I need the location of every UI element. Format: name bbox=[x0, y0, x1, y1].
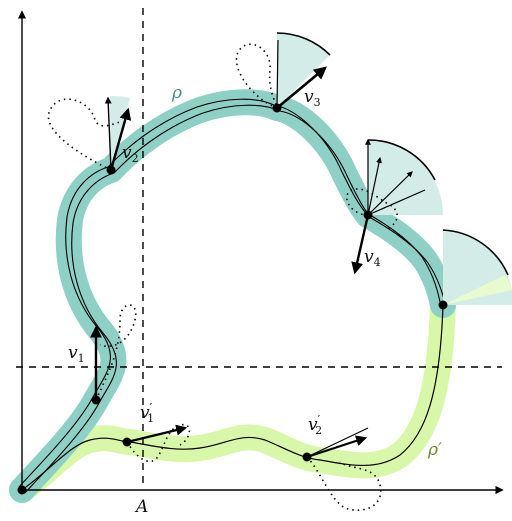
point-v3 bbox=[272, 103, 282, 113]
cone-v3 bbox=[277, 33, 330, 108]
rho-prime-path bbox=[21, 304, 444, 491]
cone-end-arc bbox=[442, 229, 509, 276]
label-v3: v3 bbox=[304, 87, 321, 109]
label-rho: ρ bbox=[171, 83, 182, 103]
arrow-v4-down bbox=[351, 214, 370, 275]
arrow-v2-a bbox=[104, 96, 112, 171]
label-v1-prime: v′ 1 bbox=[140, 401, 154, 425]
point-end bbox=[438, 300, 448, 310]
point-v1p bbox=[122, 437, 132, 447]
point-v4 bbox=[363, 210, 373, 220]
cone-v4-arc bbox=[367, 139, 436, 181]
dotted-loop-v1p bbox=[126, 423, 191, 462]
label-v4: v4 bbox=[364, 247, 381, 269]
arrow-v2p bbox=[306, 435, 368, 459]
dotted-loop-v1 bbox=[95, 304, 137, 401]
rho-path-inner bbox=[24, 104, 447, 494]
cone-v3-arc bbox=[276, 32, 331, 56]
arrow-v1p bbox=[126, 424, 188, 444]
dotted-loop-v2 bbox=[47, 98, 121, 171]
point-v1 bbox=[91, 395, 101, 405]
point-v2p bbox=[302, 452, 312, 462]
label-A: A bbox=[134, 497, 148, 517]
cone-end-green bbox=[443, 275, 512, 305]
label-rho-prime: ρ′ bbox=[427, 440, 442, 460]
label-v1: v1 bbox=[68, 343, 85, 365]
label-v2-prime: v′ 2 bbox=[308, 413, 322, 437]
arrow-v2-b bbox=[109, 107, 132, 171]
arrow-v4-up3 bbox=[367, 171, 413, 216]
label-v2: v2 bbox=[122, 143, 139, 165]
arrow-v3-b bbox=[276, 39, 279, 109]
dotted-loop-v2p bbox=[306, 456, 382, 512]
arrow-v4-up4 bbox=[367, 189, 426, 216]
arrow-v4-up2 bbox=[367, 156, 382, 216]
origin-point bbox=[17, 485, 27, 495]
arrow-v2p-b bbox=[306, 427, 369, 458]
arrow-v3 bbox=[276, 66, 327, 109]
point-v2 bbox=[106, 165, 116, 175]
